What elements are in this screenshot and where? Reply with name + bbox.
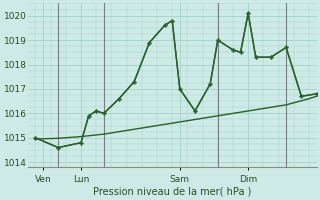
X-axis label: Pression niveau de la mer( hPa ): Pression niveau de la mer( hPa )	[93, 187, 252, 197]
